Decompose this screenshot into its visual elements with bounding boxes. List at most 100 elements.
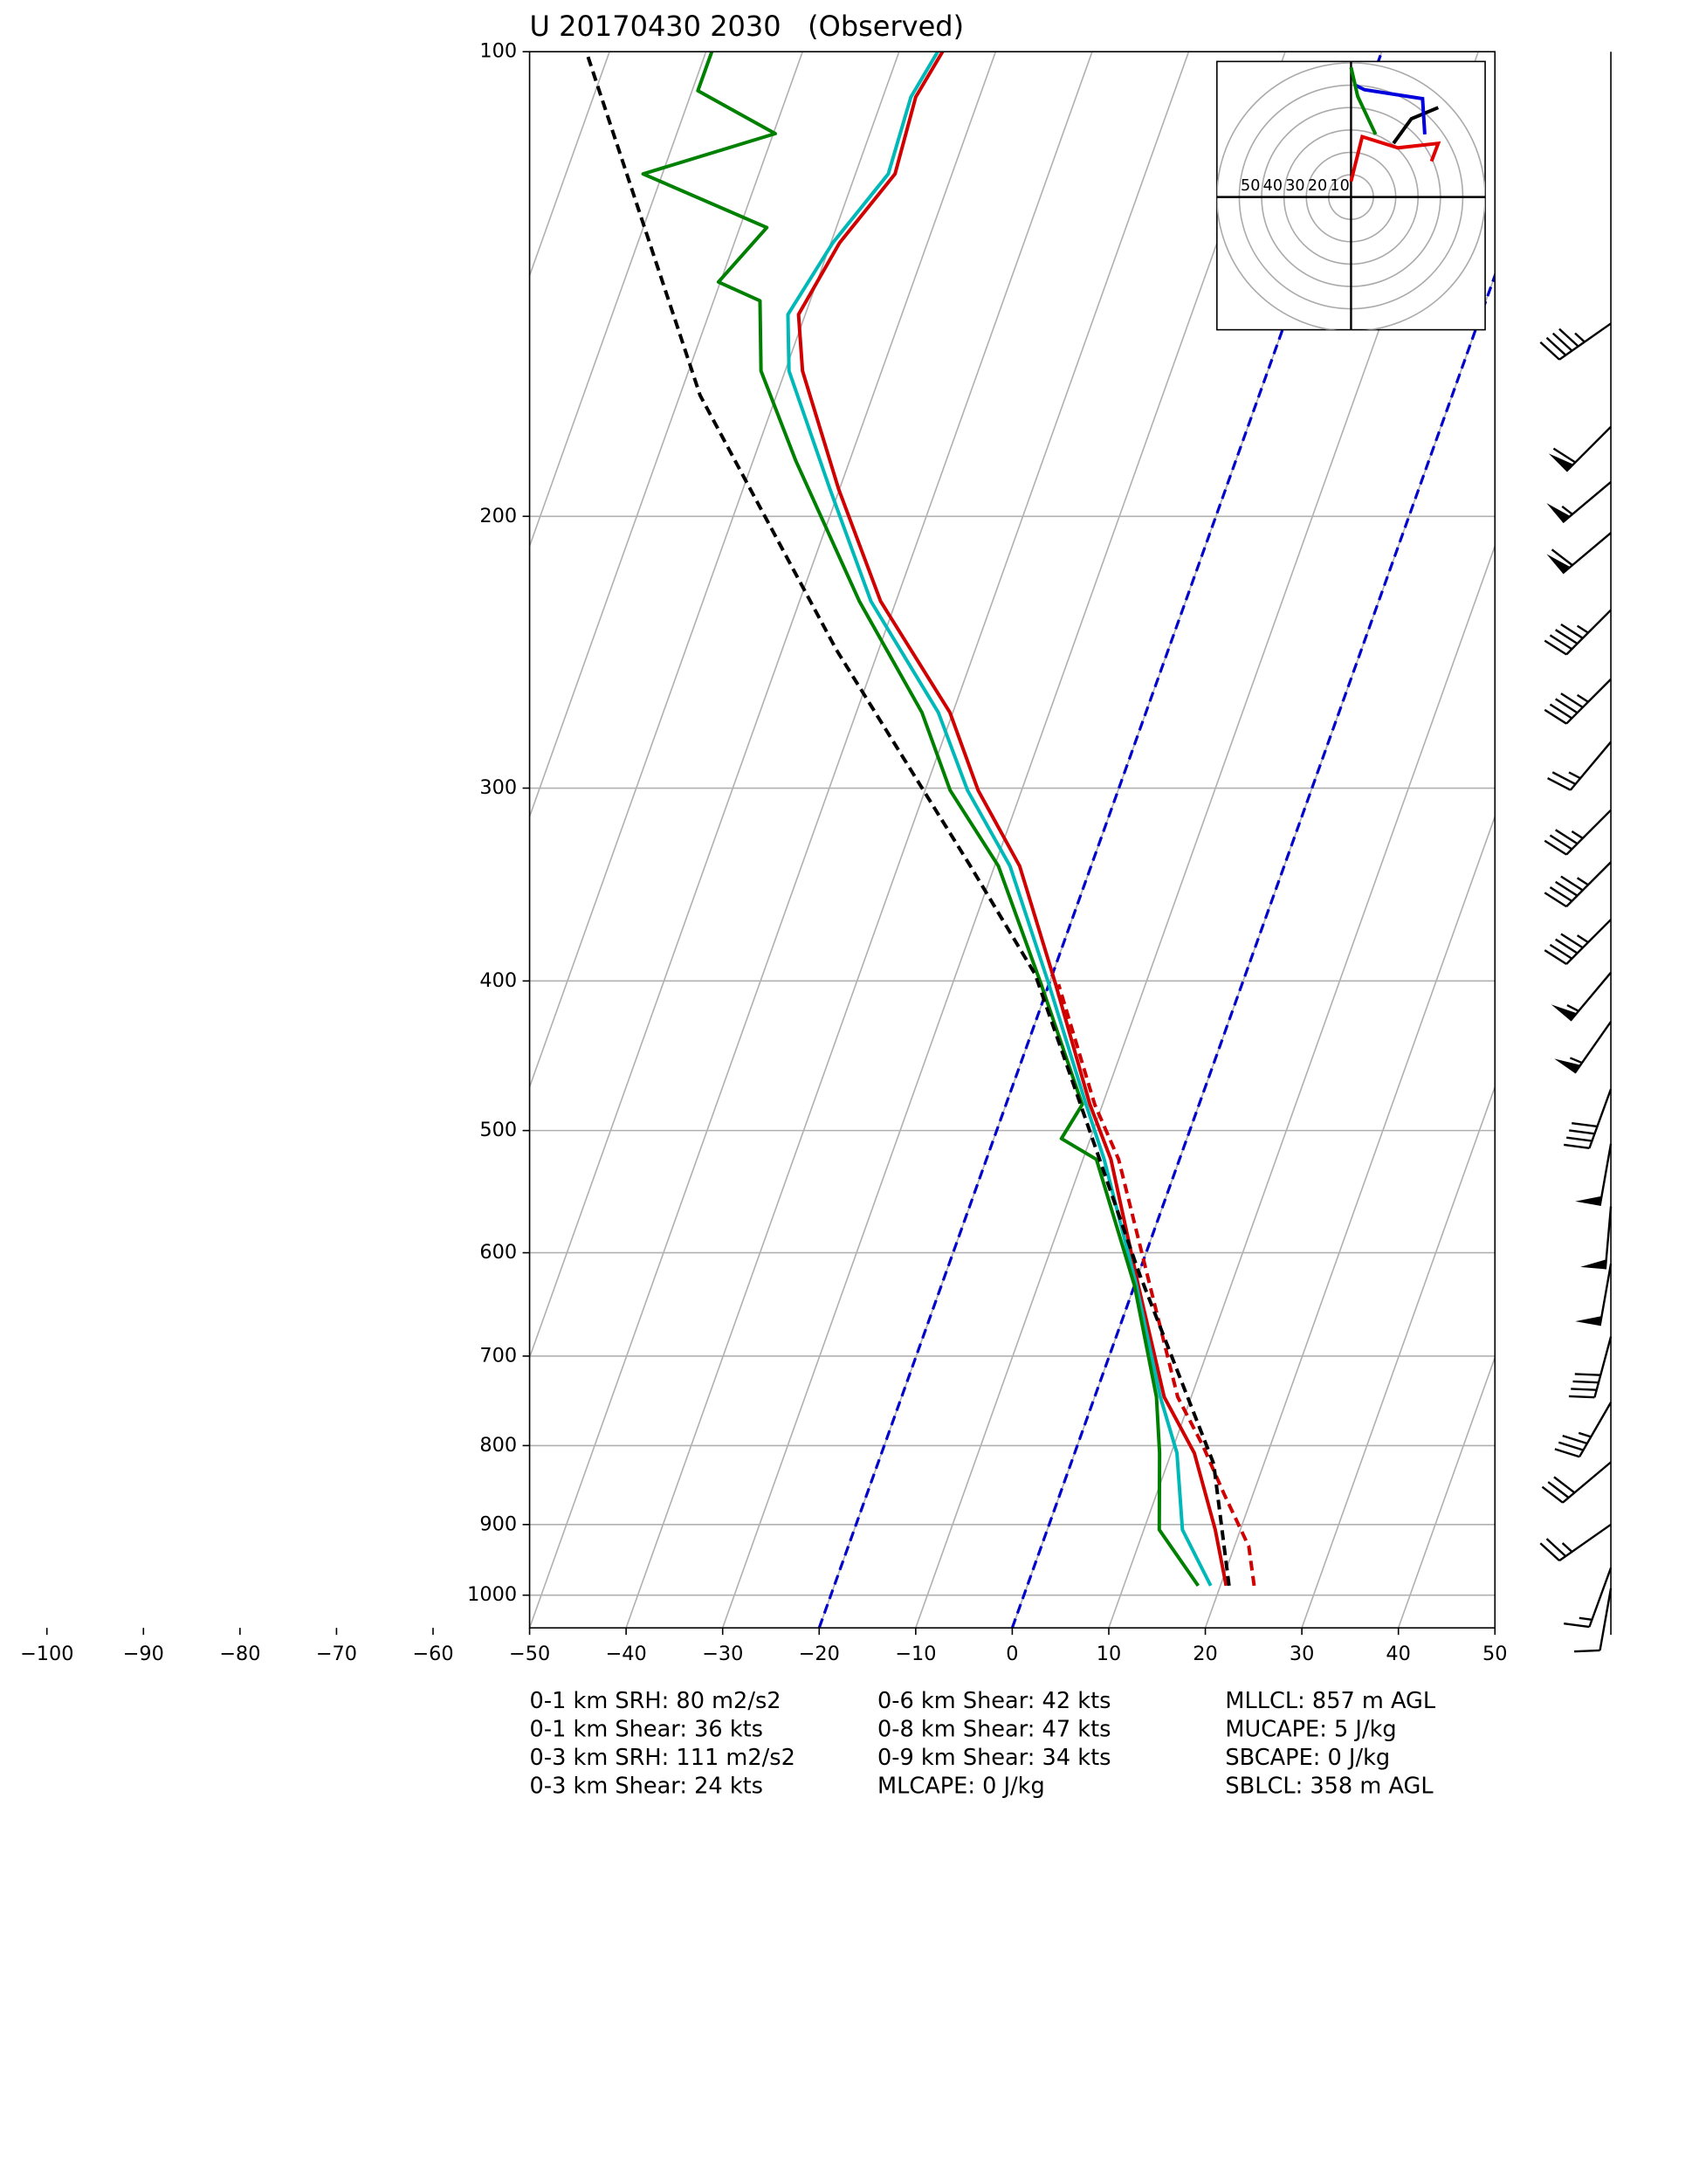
barb-feather (1572, 1380, 1599, 1384)
barb-feather (1549, 886, 1573, 902)
barb-half (1574, 332, 1586, 343)
barb-half (1566, 1003, 1579, 1012)
barb-feather (1562, 1434, 1588, 1445)
isotherm (1397, 1355, 1496, 1629)
wind-barb (1551, 971, 1612, 1022)
barb-feather (1555, 629, 1579, 645)
x-tick-label: −70 (316, 1643, 357, 1665)
isotherm (529, 52, 1093, 1629)
barb-half (1578, 1431, 1592, 1438)
barb-staff (1569, 741, 1612, 791)
hodo-ring-label: 40 (1263, 177, 1283, 195)
wind-barb (1575, 1264, 1613, 1326)
barb-feather (1544, 839, 1567, 856)
barb-feather (1558, 1441, 1584, 1451)
barb-flag (1548, 453, 1574, 472)
barb-staff (1565, 919, 1612, 965)
wind-barb (1548, 425, 1612, 472)
barb-feather (1555, 938, 1579, 954)
wind-barb (1568, 1336, 1613, 1399)
wind-barb (1564, 1567, 1613, 1629)
barb-feather (1564, 1622, 1590, 1629)
x-tick-label: −50 (509, 1643, 550, 1665)
barb-feather (1544, 949, 1567, 965)
hodo-trace (1354, 83, 1427, 135)
barb-staff (1604, 1206, 1613, 1270)
barb-half (1561, 505, 1573, 515)
stat-text: 0-1 km Shear: 36 kts (530, 1716, 763, 1742)
chart-title: U 20170430 2030 (Observed) (530, 10, 965, 43)
barb-staff (1558, 322, 1612, 361)
barb-feather (1572, 1121, 1598, 1128)
wind-barb (1575, 1143, 1613, 1206)
profile-line (641, 52, 1200, 1588)
barb-feather (1555, 829, 1579, 845)
isotherm (1204, 814, 1496, 1629)
barb-feather (1560, 875, 1584, 892)
stat-text: 0-9 km Shear: 34 kts (877, 1745, 1111, 1771)
barb-feather (1560, 623, 1584, 639)
hodo-trace (1349, 66, 1378, 135)
barb-staff (1565, 425, 1612, 472)
barb-half (1569, 1057, 1583, 1064)
barb-feather (1554, 1448, 1580, 1458)
barb-flag (1575, 1316, 1602, 1326)
barb-feather (1571, 1388, 1597, 1391)
profile-line (584, 52, 1231, 1587)
barb-half (1561, 1542, 1573, 1553)
hodograph: 50 40 30 20 10 (1216, 61, 1486, 330)
isotherm (1592, 52, 1699, 1628)
barb-feather (1547, 777, 1572, 791)
barb-feather (1560, 692, 1584, 709)
y-tick-label: 1000 (467, 1583, 517, 1606)
isotherm (529, 52, 707, 548)
x-tick-label: 10 (1097, 1643, 1122, 1665)
barb-staff (1565, 609, 1612, 656)
highlight-isotherm (817, 52, 1384, 1629)
wind-barb (1541, 1461, 1612, 1504)
barb-feather (1568, 1395, 1595, 1399)
barb-feather (1544, 639, 1567, 656)
barb-staff (1588, 1567, 1613, 1628)
y-tick-label: 300 (479, 776, 517, 799)
barb-feather (1564, 1143, 1590, 1149)
wind-barb (1544, 678, 1612, 725)
barb-feather (1552, 447, 1576, 464)
hodo-ring-label: 50 (1241, 177, 1260, 195)
barb-feather (1566, 1136, 1592, 1142)
wind-barb (1544, 609, 1612, 656)
wind-barb (1574, 1588, 1613, 1653)
barb-half (1576, 624, 1589, 634)
x-tick-label: −100 (20, 1643, 74, 1665)
barb-feather (1551, 332, 1573, 352)
isotherm (625, 52, 1190, 1629)
wind-barb (1544, 809, 1612, 856)
barb-staff (1599, 1588, 1613, 1651)
isotherm (529, 52, 803, 819)
barb-half (1579, 1616, 1592, 1621)
isotherm (1688, 52, 1699, 1628)
wind-barb (1564, 1088, 1613, 1149)
x-tick-label: −10 (895, 1643, 936, 1665)
barb-staff (1562, 532, 1612, 575)
x-tick-label: 50 (1482, 1643, 1507, 1665)
wind-barb (1554, 1021, 1613, 1074)
barb-half (1576, 877, 1589, 886)
profile-line (1056, 983, 1256, 1587)
barb-staff (1573, 1021, 1613, 1074)
barb-feather (1547, 1481, 1570, 1498)
barb-feather (1539, 341, 1560, 361)
barb-staff (1558, 1523, 1612, 1562)
stat-text: 0-3 km SRH: 111 m2/s2 (530, 1745, 795, 1771)
barb-feather (1551, 548, 1573, 567)
barb-feather (1555, 698, 1579, 714)
hodo-ring-label: 30 (1285, 177, 1304, 195)
barb-staff (1599, 1143, 1613, 1206)
barb-staff (1569, 971, 1612, 1022)
stat-text: 0-1 km SRH: 80 m2/s2 (530, 1688, 781, 1714)
stat-text: MLLCL: 857 m AGL (1225, 1688, 1435, 1714)
barb-half (1568, 771, 1581, 780)
barb-staff (1562, 480, 1612, 524)
barb-half (1576, 693, 1589, 703)
profile-line (796, 52, 1228, 1587)
